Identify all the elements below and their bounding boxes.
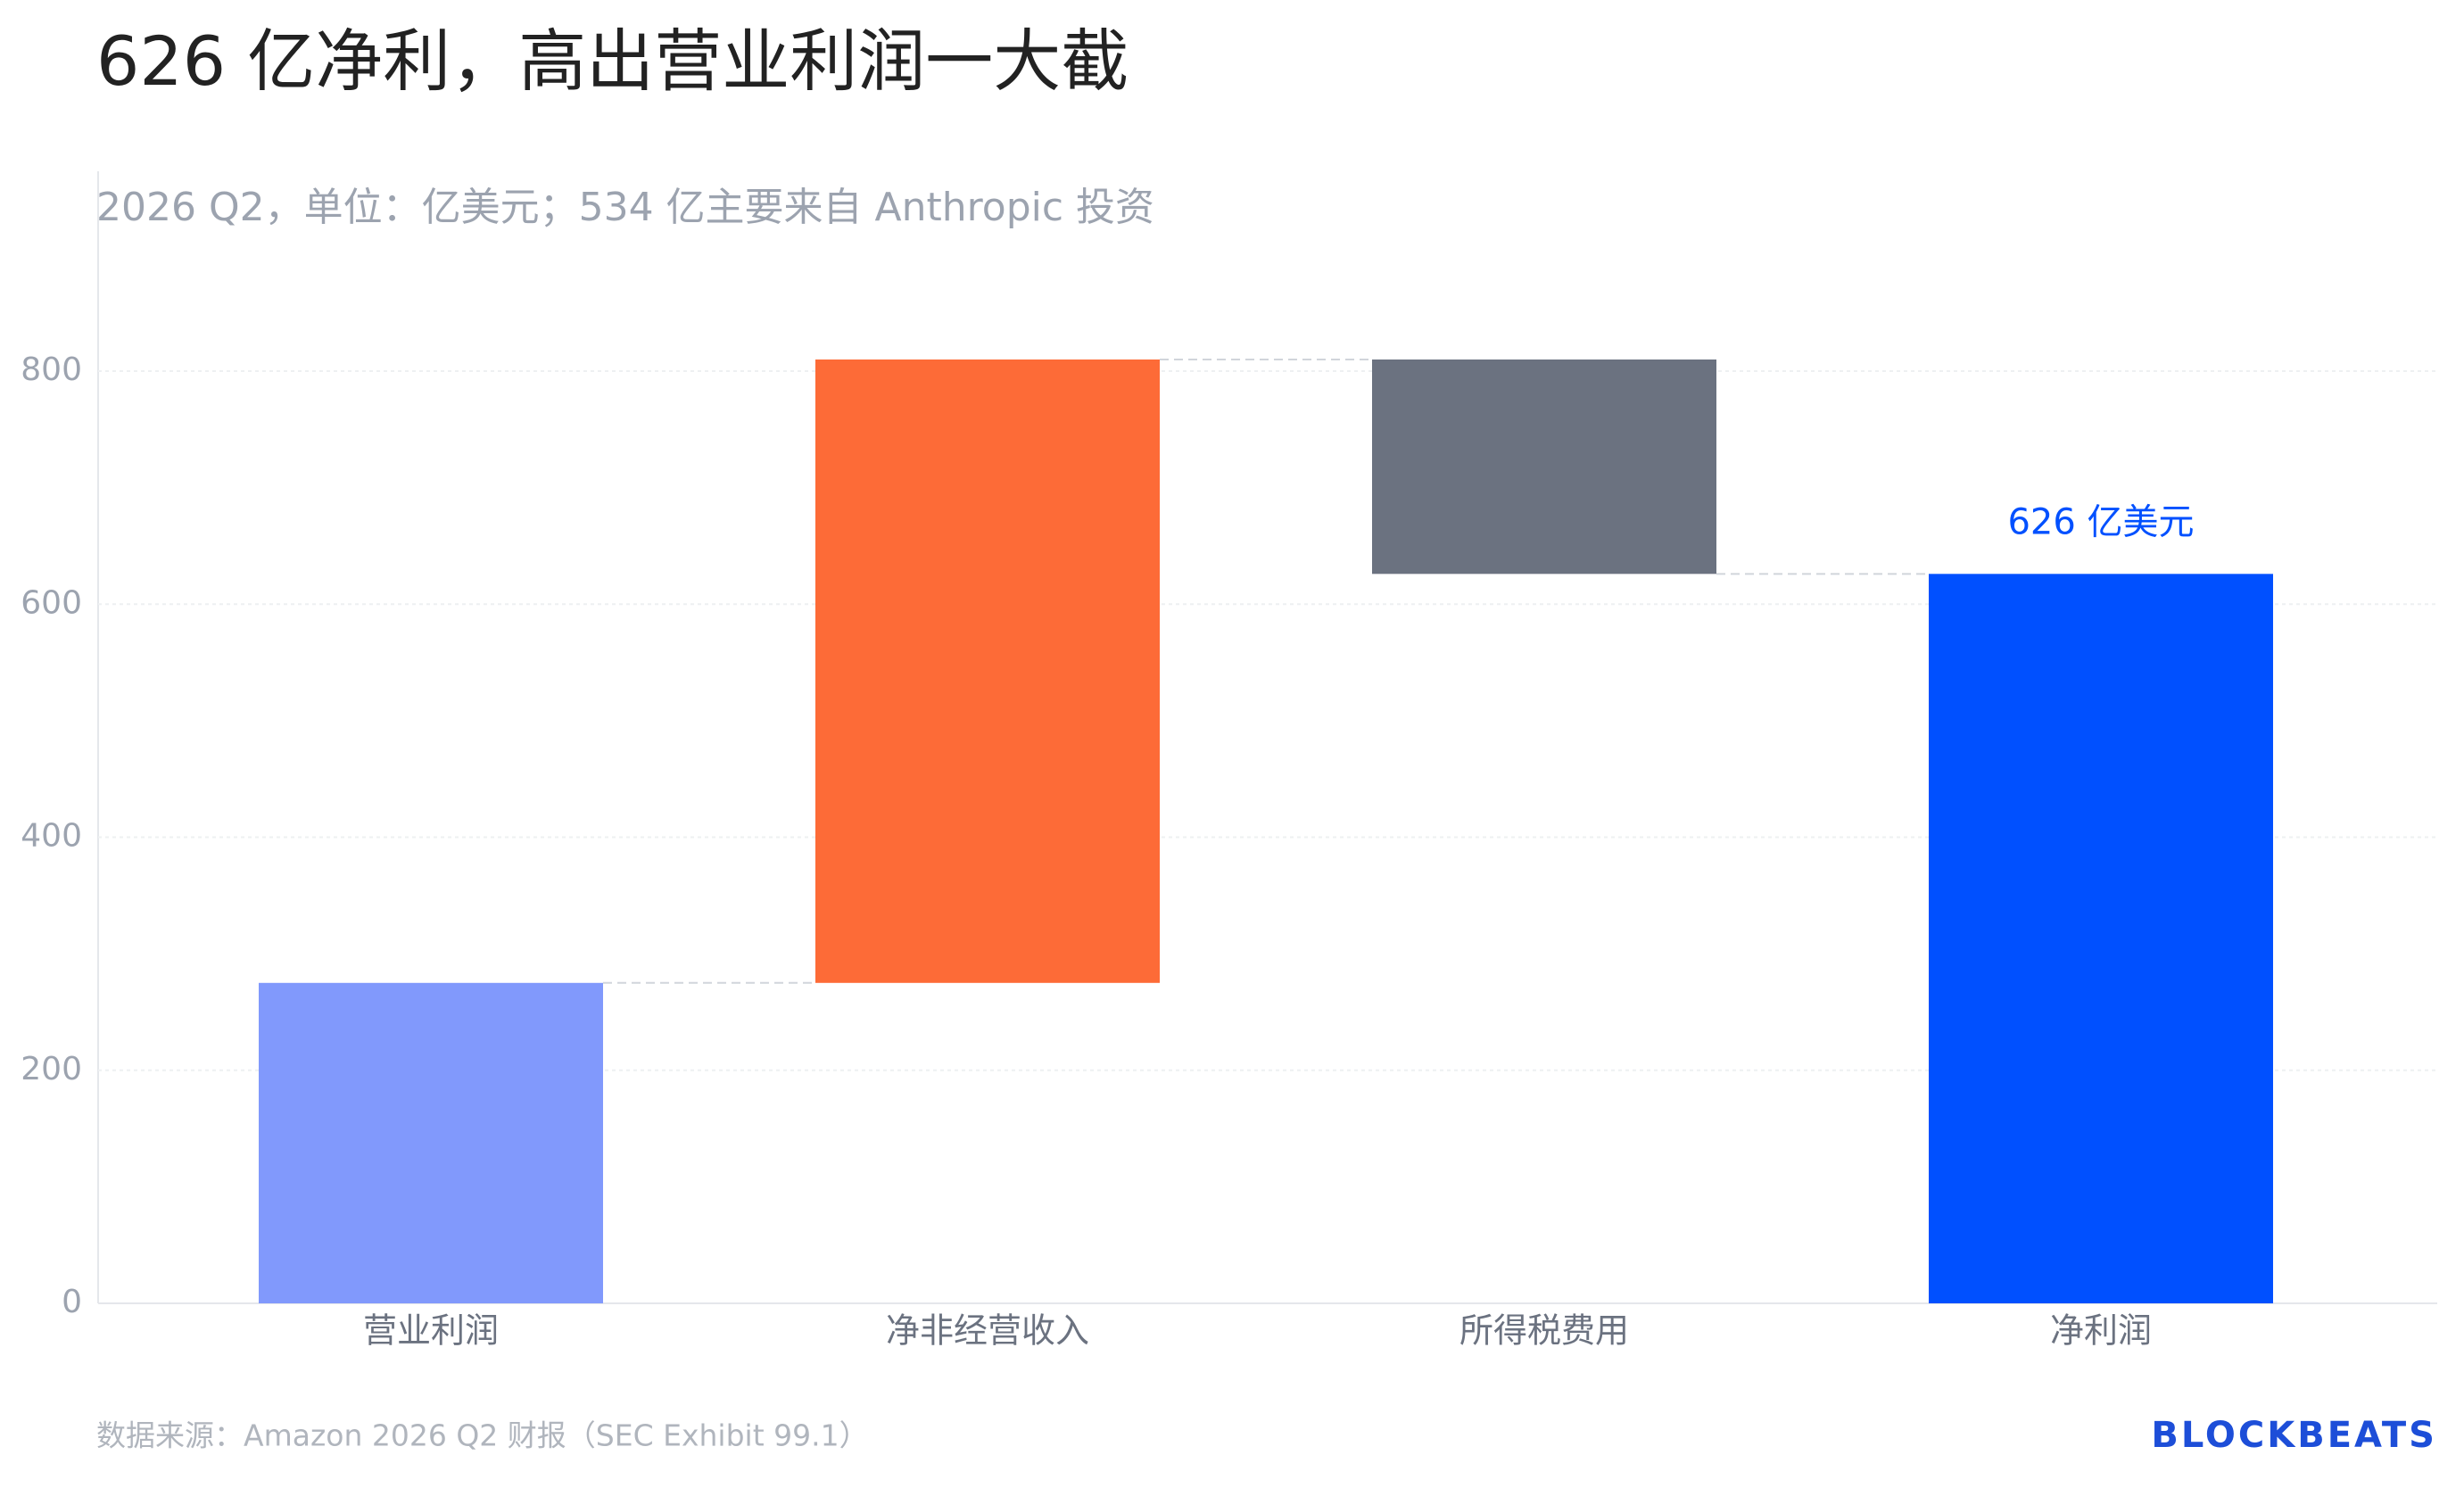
chart-subtitle: 2026 Q2，单位：亿美元；534 亿主要来自 Anthropic 投资 (96, 185, 1154, 230)
y-tick-label: 600 (21, 584, 82, 621)
bar (815, 359, 1160, 983)
y-tick-label: 800 (21, 351, 82, 388)
x-tick-label: 所得税费用 (1459, 1311, 1629, 1351)
chart-title: 626 亿净利，高出营业利润一大截 (96, 21, 1129, 101)
source-note: 数据来源：Amazon 2026 Q2 财报（SEC Exhibit 99.1） (96, 1418, 869, 1453)
bar (1929, 574, 2273, 1303)
y-tick-label: 200 (21, 1051, 82, 1087)
x-tick-label: 净非经营收入 (886, 1311, 1089, 1351)
bar (1372, 359, 1716, 575)
brand-logo: BLOCKBEATS (2151, 1415, 2437, 1456)
bar (259, 982, 603, 1303)
y-tick-label: 0 (62, 1284, 82, 1320)
value-label: 626 亿美元 (2007, 501, 2194, 542)
x-tick-label: 营业利润 (363, 1311, 499, 1351)
y-tick-label: 400 (21, 818, 82, 855)
x-tick-label: 净利润 (2050, 1311, 2152, 1351)
